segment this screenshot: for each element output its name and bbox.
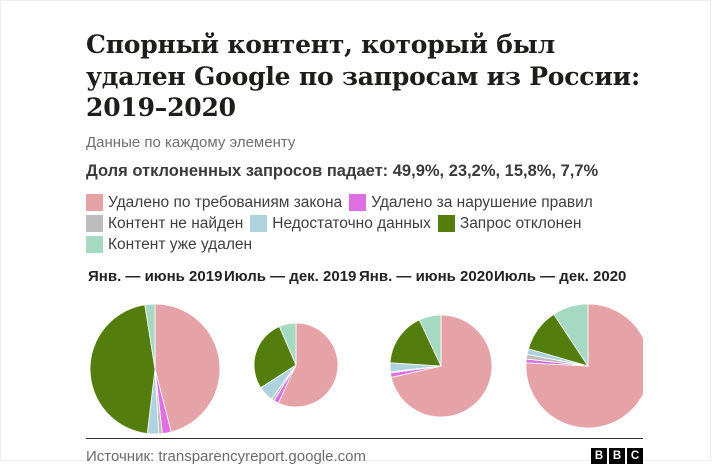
pie-1-slice-request-rejected: [89, 304, 156, 434]
legend-swatch-request-rejected: [437, 215, 455, 233]
pie-period-label: Янв. — июнь 2020: [359, 267, 494, 285]
pie-2-slice-removed-by-law: [277, 322, 339, 408]
legend-item-content-already-removed: Контент уже удален: [86, 236, 252, 254]
pie-3-slice-removed-by-law: [390, 314, 493, 418]
pie-charts-svg: [89, 303, 643, 435]
pie-1-slice-content-already-removed: [144, 303, 156, 370]
legend-label: Удалено за нарушение правил: [371, 193, 593, 211]
key-statement: Доля отклоненных запросов падает: 49,9%,…: [86, 161, 599, 180]
pie-period-label: Янв. — июнь 2019: [88, 267, 223, 285]
pie-period-label: Июль — дек. 2019: [224, 267, 357, 285]
bbc-logo-letter: B: [609, 448, 625, 465]
legend-swatch-removed-policy-violation: [349, 194, 367, 212]
chart-subtitle: Данные по каждому элементу: [86, 133, 296, 151]
pie-2-slice-content-already-removed: [278, 322, 297, 366]
legend-label: Недостаточно данных: [272, 214, 431, 232]
legend-label: Контент уже удален: [108, 235, 253, 253]
legend-item-request-rejected: Запрос отклонен: [437, 214, 582, 233]
legend-swatch-content-already-removed: [86, 236, 103, 254]
pie-period-label: Июль — дек. 2020: [494, 267, 627, 285]
source-text: Источник: transparencyreport.google.com: [86, 447, 366, 465]
legend-item-insufficient-data: Недостаточно данных: [250, 215, 431, 233]
legend-label: Удалено по требованиям закона: [108, 193, 343, 211]
pie-1-slice-removed-by-law: [154, 303, 221, 433]
pie-3-slice-content-already-removed: [418, 314, 442, 367]
footer: Источник: transparencyreport.google.com …: [86, 437, 643, 465]
legend-item-content-not-found: Контент не найден: [86, 215, 243, 233]
legend-swatch-content-not-found: [86, 215, 103, 233]
legend-swatch-insufficient-data: [250, 215, 268, 233]
pie-4-slice-content-already-removed: [553, 303, 589, 368]
bbc-logo-letter: B: [591, 448, 607, 465]
legend: Удалено по требованиям закона Удалено за …: [86, 194, 643, 254]
chart-title: Спорный контент, который был удален Goog…: [86, 30, 641, 122]
legend-item-removed-by-law: Удалено по требованиям закона: [86, 194, 342, 212]
pie-charts-area: Янв. — июнь 2019 Июль — дек. 2019 Янв. — и…: [86, 264, 643, 436]
pie-2-slice-request-rejected: [253, 325, 297, 389]
pie-3-slice-request-rejected: [389, 319, 442, 367]
legend-label: Контент не найден: [108, 214, 244, 232]
legend-item-removed-policy-violation: Удалено за нарушение правил: [349, 194, 593, 212]
legend-swatch-removed-by-law: [86, 194, 103, 212]
chart-content: Спорный контент, который был удален Goog…: [86, 1, 643, 465]
legend-label: Запрос отклонен: [459, 214, 582, 232]
bbc-logo-letter: C: [627, 448, 643, 465]
